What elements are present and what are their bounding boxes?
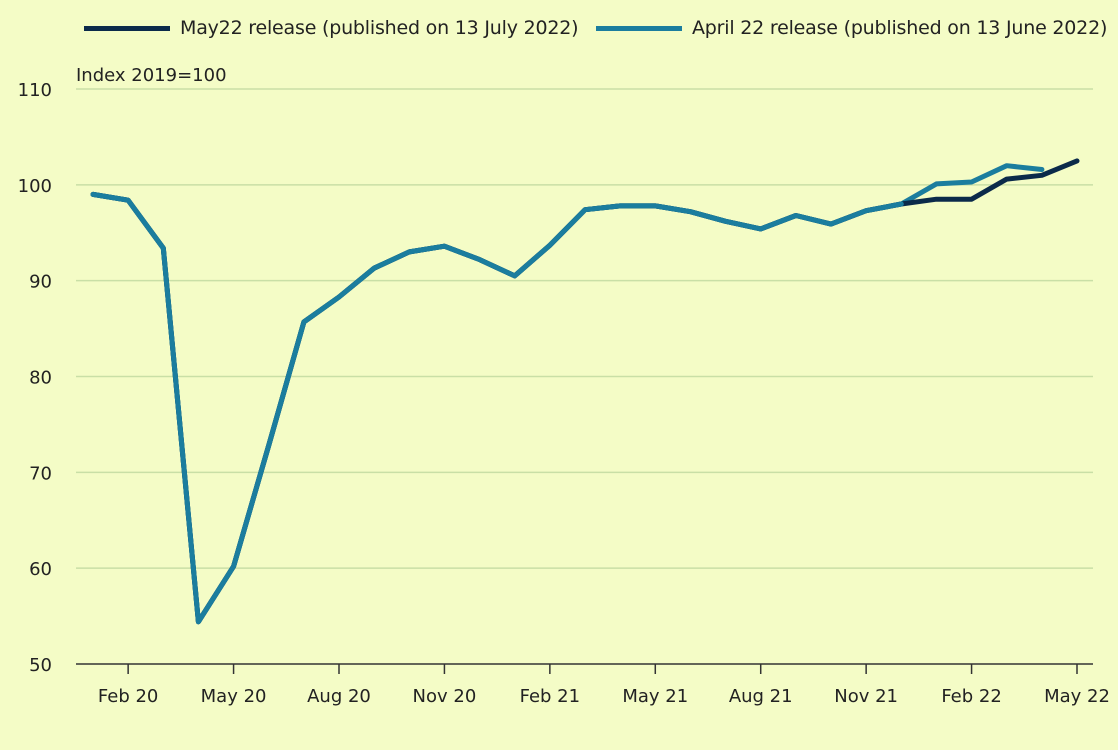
y-tick-label-50: 50 bbox=[29, 655, 52, 676]
legend-swatch-april22 bbox=[596, 25, 682, 31]
x-tick-label-aug-21: Aug 21 bbox=[729, 686, 793, 707]
x-tick-label-may-20: May 20 bbox=[201, 686, 267, 707]
y-tick-label-60: 60 bbox=[29, 559, 52, 580]
x-tick-label-feb-21: Feb 21 bbox=[520, 686, 581, 707]
series-lines bbox=[90, 158, 1080, 625]
y-tick-label-110: 110 bbox=[18, 80, 52, 101]
x-tick-label-feb-20: Feb 20 bbox=[98, 686, 159, 707]
series-line-0 bbox=[90, 158, 1080, 625]
y-tick-label-100: 100 bbox=[18, 176, 52, 197]
legend-swatch-may22 bbox=[84, 25, 170, 31]
x-tick-label-may-22: May 22 bbox=[1044, 686, 1110, 707]
legend-label-april22: April 22 release (published on 13 June 2… bbox=[692, 17, 1108, 39]
gridlines bbox=[76, 88, 1093, 569]
y-tick-label-90: 90 bbox=[29, 272, 52, 293]
y-tick-label-80: 80 bbox=[29, 368, 52, 389]
x-tick-label-feb-22: Feb 22 bbox=[941, 686, 1002, 707]
x-tick-label-nov-21: Nov 21 bbox=[834, 686, 898, 707]
y-axis: 50 60 70 80 90 100 110 bbox=[18, 80, 52, 676]
x-axis: Feb 20 May 20 Aug 20 Nov 20 Feb 21 May 21 Aug … bbox=[76, 663, 1110, 707]
legend-label-may22: May22 release (published on 13 July 2022… bbox=[180, 17, 579, 39]
y-tick-label-70: 70 bbox=[29, 463, 52, 484]
legend-item-april22: April 22 release (published on 13 June 2… bbox=[596, 14, 1107, 42]
y-axis-label: Index 2019=100 bbox=[76, 65, 227, 86]
x-tick-label-aug-20: Aug 20 bbox=[307, 686, 371, 707]
legend-item-may22: May22 release (published on 13 July 2022… bbox=[84, 14, 579, 42]
x-tick-label-may-21: May 21 bbox=[622, 686, 688, 707]
x-tick-label-nov-20: Nov 20 bbox=[413, 686, 477, 707]
series-line-1-overlap bbox=[90, 191, 904, 625]
